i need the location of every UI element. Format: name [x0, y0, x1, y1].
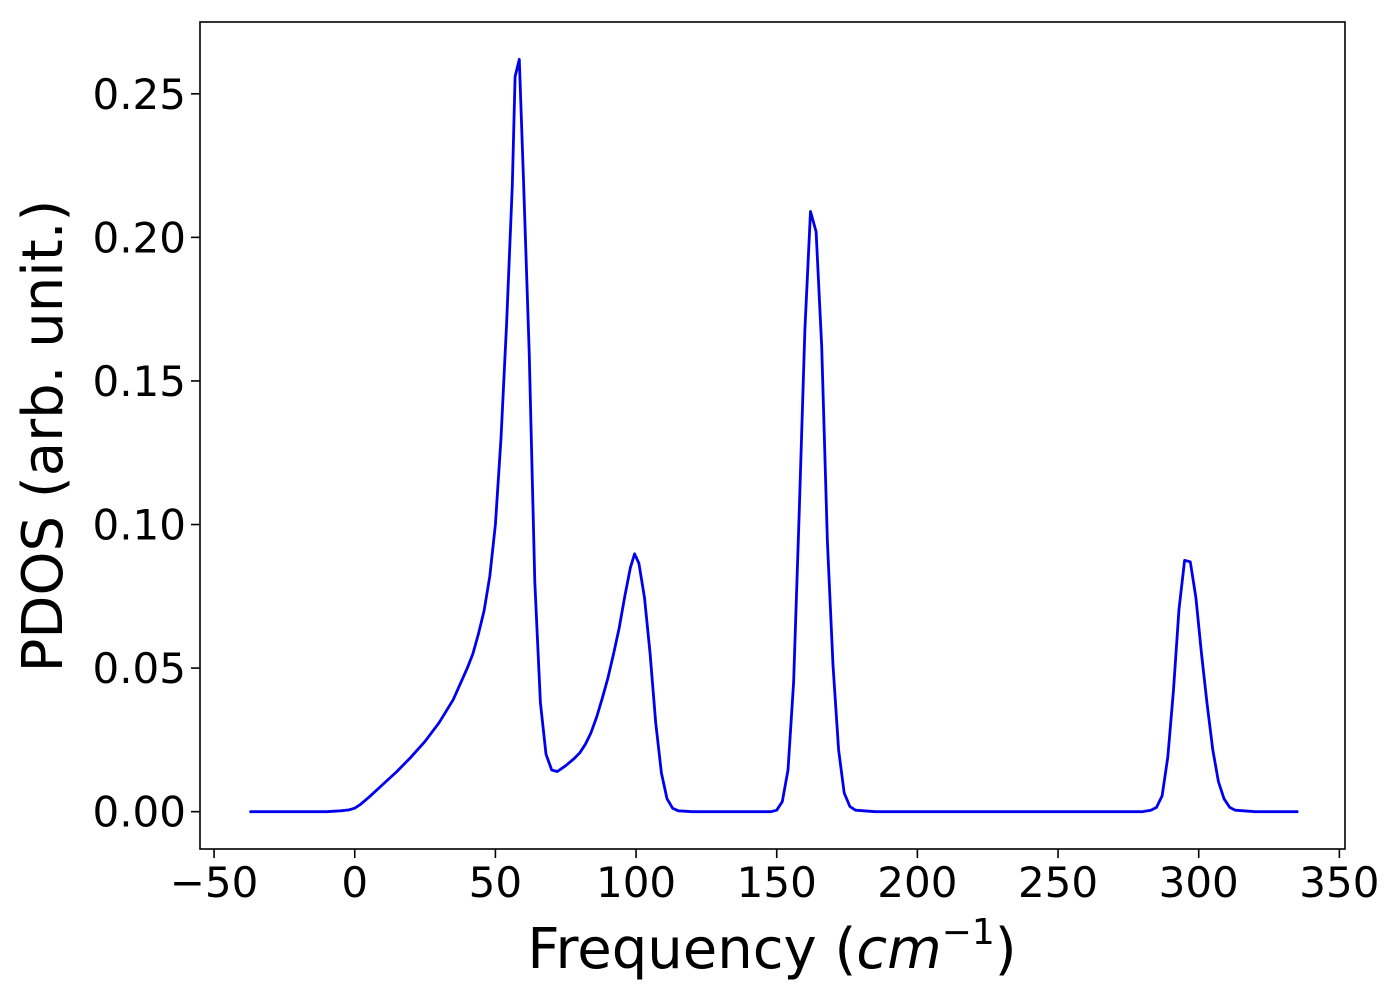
plot-frame: [199, 21, 1346, 850]
x-tick-label: 350: [1299, 858, 1379, 907]
x-tick-label: −50: [170, 858, 259, 907]
x-axis-title-text: Frequency (: [527, 917, 856, 982]
x-axis-title-superscript: −1: [942, 912, 995, 953]
x-tick-label: 50: [469, 858, 522, 907]
y-tick-label: 0.05: [92, 644, 186, 693]
x-tick-label: 0: [341, 858, 368, 907]
x-tick-label: 150: [737, 858, 817, 907]
y-tick-label: 0.15: [92, 357, 186, 406]
y-axis-ticks: 0.00 0.05 0.10 0.15 0.20 0.25: [92, 70, 200, 837]
pdos-series-line: [249, 57, 1299, 814]
y-tick-label: 0.20: [92, 213, 186, 262]
y-axis-title: PDOS (arb. unit.): [11, 200, 76, 673]
y-tick-label: 0.10: [92, 501, 186, 550]
x-axis-title-close: ): [995, 917, 1017, 982]
x-tick-label: 100: [596, 858, 676, 907]
x-axis-title-math: cm: [856, 917, 941, 982]
x-axis-ticks: −50 0 50 100 150 200 250 300 350: [170, 849, 1379, 907]
x-tick-label: 250: [1018, 858, 1098, 907]
y-tick-label: 0.00: [92, 788, 186, 837]
x-tick-label: 300: [1159, 858, 1239, 907]
x-tick-label: 200: [877, 858, 957, 907]
x-axis-title: Frequency (cm−1): [527, 912, 1016, 982]
y-tick-label: 0.25: [92, 70, 186, 119]
